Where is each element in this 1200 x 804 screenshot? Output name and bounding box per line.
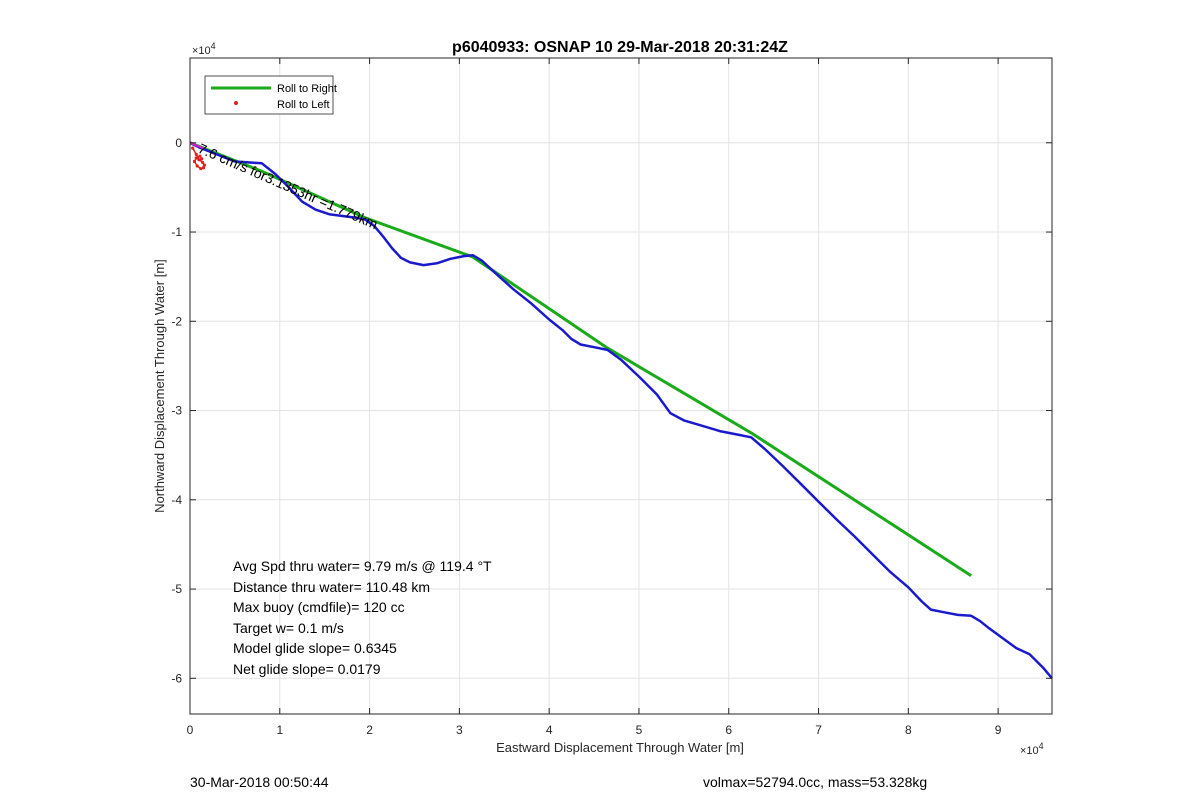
y-tick-label: -2 [171, 314, 182, 328]
plot-area [189, 57, 1053, 715]
stats-max-buoy: Max buoy (cmdfile)= 120 cc [233, 599, 405, 615]
series-roll-to-left-point [192, 159, 197, 164]
x-tick-label: 1 [276, 723, 283, 737]
y-multiplier-base: ×10 [192, 45, 211, 57]
series-layer [189, 141, 1053, 680]
series-track-line [189, 141, 1053, 680]
x-tick-label: 6 [725, 723, 732, 737]
series-roll-to-left-point [191, 146, 195, 150]
footer-timestamp: 30-Mar-2018 00:50:44 [190, 774, 329, 790]
legend-swatch-roll-left [234, 101, 238, 105]
x-axis-label: Eastward Displacement Through Water [m] [496, 740, 744, 755]
x-tick-label: 0 [187, 723, 194, 737]
series-roll-to-left-point [200, 160, 205, 165]
y-tick-labels: 0 -1 -2 -3 -4 -5 -6 [171, 136, 182, 686]
x-tick-label: 5 [636, 723, 643, 737]
x-tick-label: 4 [546, 723, 553, 737]
x-multiplier-base: ×10 [1020, 745, 1039, 757]
x-axis-multiplier: ×104 [1020, 741, 1044, 757]
series-roll-to-left-point [201, 166, 206, 170]
y-tick-label: -3 [171, 404, 182, 418]
series-roll-to-left-point [199, 167, 203, 171]
y-tick-label: 0 [175, 136, 182, 150]
grid-lines [189, 58, 1052, 714]
plot-background [190, 58, 1052, 714]
series-roll-to-left-point [194, 156, 198, 160]
stats-target-w: Target w= 0.1 m/s [233, 620, 344, 636]
series-roll-to-left-point [197, 158, 201, 162]
x-tick-label: 9 [995, 723, 1002, 737]
start-marker [189, 141, 204, 150]
y-multiplier-exponent: 4 [211, 41, 216, 51]
x-tick-label: 8 [905, 723, 912, 737]
tick-marks [189, 58, 1052, 714]
x-tick-labels: 0 1 2 3 4 5 6 7 8 9 [187, 723, 1002, 737]
series-roll-to-left-point [198, 154, 202, 158]
series-roll-to-left-point [195, 164, 199, 168]
stats-model-glide-slope: Model glide slope= 0.6345 [233, 640, 397, 656]
legend-label-roll-right: Roll to Right [277, 83, 337, 95]
series-roll-to-left-point [202, 163, 206, 167]
series-roll-to-left-point [194, 152, 198, 156]
stats-block: Avg Spd thru water= 9.79 m/s @ 119.4 °T … [233, 558, 492, 677]
series-roll-to-left-point [200, 157, 204, 161]
chart-title: p6040933: OSNAP 10 29-Mar-2018 20:31:24Z [452, 39, 788, 56]
y-axis-multiplier: ×104 [192, 41, 216, 57]
x-tick-label: 3 [456, 723, 463, 737]
stats-distance: Distance thru water= 110.48 km [233, 579, 430, 595]
series-roll-to-right-line [189, 141, 973, 577]
plot-frame [189, 57, 1053, 715]
x-tick-label: 2 [366, 723, 373, 737]
x-multiplier-exponent: 4 [1039, 741, 1044, 751]
stats-avg-speed: Avg Spd thru water= 9.79 m/s @ 119.4 °T [233, 558, 492, 574]
legend-box [204, 75, 334, 115]
y-tick-label: -1 [171, 225, 182, 239]
y-tick-label: -6 [171, 671, 182, 685]
stats-net-glide-slope: Net glide slope= 0.0179 [233, 661, 381, 677]
footer-volmax-mass: volmax=52794.0cc, mass=53.328kg [703, 774, 927, 790]
x-tick-label: 7 [815, 723, 822, 737]
y-axis-label: Northward Displacement Through Water [m] [152, 259, 167, 513]
y-tick-label: -4 [171, 493, 182, 507]
y-tick-label: -5 [171, 582, 182, 596]
legend-label-roll-left: Roll to Left [277, 99, 330, 111]
legend: Roll to Right Roll to Left [204, 75, 337, 115]
